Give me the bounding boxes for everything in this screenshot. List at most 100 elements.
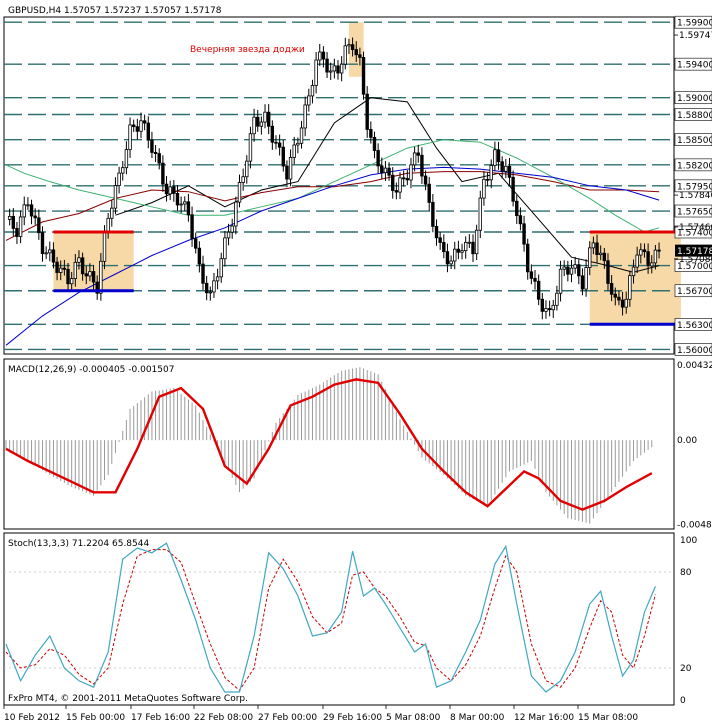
candle-body-up-90: [332, 65, 337, 72]
candle-body-down-109: [401, 177, 406, 180]
candle-body-down-168: [617, 296, 621, 301]
level-tag-9: 1.57000: [677, 262, 712, 272]
time-label-9: 15 Mar 08:00: [578, 713, 638, 723]
candle-body-up-33: [124, 149, 129, 169]
current-price-tag-bg: [675, 244, 712, 257]
candle-body-up-31: [117, 172, 121, 186]
candle-body-up-151: [555, 292, 559, 306]
candle-body-down-75: [277, 142, 282, 148]
candle-body-down-147: [540, 298, 545, 312]
candle-body-down-128: [471, 241, 475, 255]
candle-body-up-1: [7, 215, 12, 220]
main-price-axis: 1.59900 1.59400 1.59000 1.58800 1.58500 1.582…: [674, 15, 712, 356]
candle-body-up-37: [139, 120, 143, 132]
candle-body-up-112: [412, 152, 417, 166]
macd-signal-line: [5, 378, 653, 511]
candle-body-down-72: [266, 111, 271, 127]
candle-body-down-158: [580, 275, 585, 290]
candle-body-down-77: [285, 165, 289, 180]
candle-body-down-154: [566, 266, 570, 275]
candle-body-down-145: [533, 277, 537, 282]
candle-body-down-115: [423, 175, 428, 185]
macd-header: MACD(12,26,9) -0.000405 -0.001507: [8, 365, 174, 375]
candle-body-up-62: [230, 225, 234, 233]
candle-body-down-76: [281, 146, 285, 167]
stoch-tick-2: 20: [680, 664, 692, 674]
candle-body-up-127: [467, 241, 472, 244]
candle-body-up-12: [48, 249, 52, 254]
candle-body-up-56: [208, 291, 213, 294]
candle-body-down-99: [365, 93, 369, 130]
candle-body-down-100: [369, 129, 373, 138]
stoch-signal-path: [5, 549, 656, 692]
candle-body-up-64: [237, 182, 242, 203]
candle-body-up-60: [223, 237, 227, 260]
axis-label-2: 1.57460: [679, 223, 712, 233]
price-level-lines: [4, 21, 674, 351]
evening-star-annotation: Вечерняя звезда доджи: [190, 45, 305, 55]
candle-body-down-102: [376, 150, 380, 167]
candle-body-up-81: [299, 127, 304, 144]
candle-body-down-73: [270, 125, 275, 143]
candle-body-down-124: [456, 248, 461, 253]
candle-body-down-40: [150, 139, 154, 153]
candle-body-down-165: [606, 260, 610, 284]
candle-body-down-169: [620, 299, 625, 308]
candle-body-down-149: [547, 308, 552, 311]
candle-body-up-159: [584, 267, 588, 290]
candle-body-up-108: [398, 177, 402, 193]
time-label-8: 12 Mar 16:00: [514, 713, 574, 723]
candle-body-down-140: [515, 200, 519, 217]
candle-body-up-79: [292, 144, 296, 158]
level-tag-bg-8: [674, 225, 712, 239]
candle-body-down-16: [62, 267, 67, 270]
candle-body-up-19: [73, 261, 78, 279]
candle-body-up-32: [121, 167, 125, 174]
candle-body-down-36: [135, 126, 140, 132]
time-label-7: 8 Mar 00:00: [450, 713, 505, 723]
candle-body-up-123: [453, 248, 457, 262]
level-tag-0: 1.59900: [677, 19, 712, 29]
candle-body-up-85: [314, 59, 318, 86]
candle-body-down-53: [197, 247, 202, 265]
candle-body-up-171: [628, 275, 632, 300]
candle-body-up-18: [69, 278, 74, 285]
candle-body-up-126: [463, 241, 468, 252]
time-label-4: 27 Feb 00:00: [258, 713, 317, 723]
candle-body-up-71: [263, 111, 267, 123]
candle-body-down-43: [161, 162, 165, 185]
candle-body-down-42: [157, 153, 161, 164]
candle-body-down-106: [391, 174, 395, 191]
candle-body-down-139: [511, 176, 515, 202]
candle-body-down-120: [442, 242, 446, 253]
support-resistance-lines: [53, 230, 681, 326]
macd-pane-border: [3, 358, 675, 530]
time-label-2: 17 Feb 16:00: [131, 713, 190, 723]
candle-body-down-144: [529, 271, 534, 279]
level-tag-bg-3: [674, 108, 712, 121]
candle-body-up-34: [128, 124, 132, 150]
stoch-main-path: [5, 542, 656, 693]
candle-body-down-119: [438, 237, 442, 243]
candle-body-down-113: [416, 152, 420, 156]
candle-body-down-50: [186, 201, 191, 216]
level-tag-bg-6: [674, 179, 712, 193]
time-label-1: 15 Feb 00:00: [66, 713, 125, 723]
stoch-tick-1: 80: [680, 568, 692, 578]
candle-body-down-17: [66, 268, 70, 285]
candle-body-down-146: [536, 280, 541, 300]
candle-body-down-132: [485, 178, 490, 181]
stoch-pane-border: [3, 532, 675, 706]
candle-body-down-35: [131, 124, 136, 128]
candle-body-up-65: [241, 176, 245, 183]
candle-body-down-74: [274, 141, 278, 144]
candle-body-down-2: [11, 215, 15, 229]
candle-body-down-116: [427, 183, 431, 203]
candle-body-down-69: [256, 116, 260, 127]
candle-body-up-11: [44, 252, 48, 255]
candle-body-up-152: [558, 268, 563, 294]
level-tag-2: 1.59000: [677, 94, 712, 104]
candle-body-up-82: [303, 104, 307, 129]
candle-body-down-176: [646, 251, 650, 267]
